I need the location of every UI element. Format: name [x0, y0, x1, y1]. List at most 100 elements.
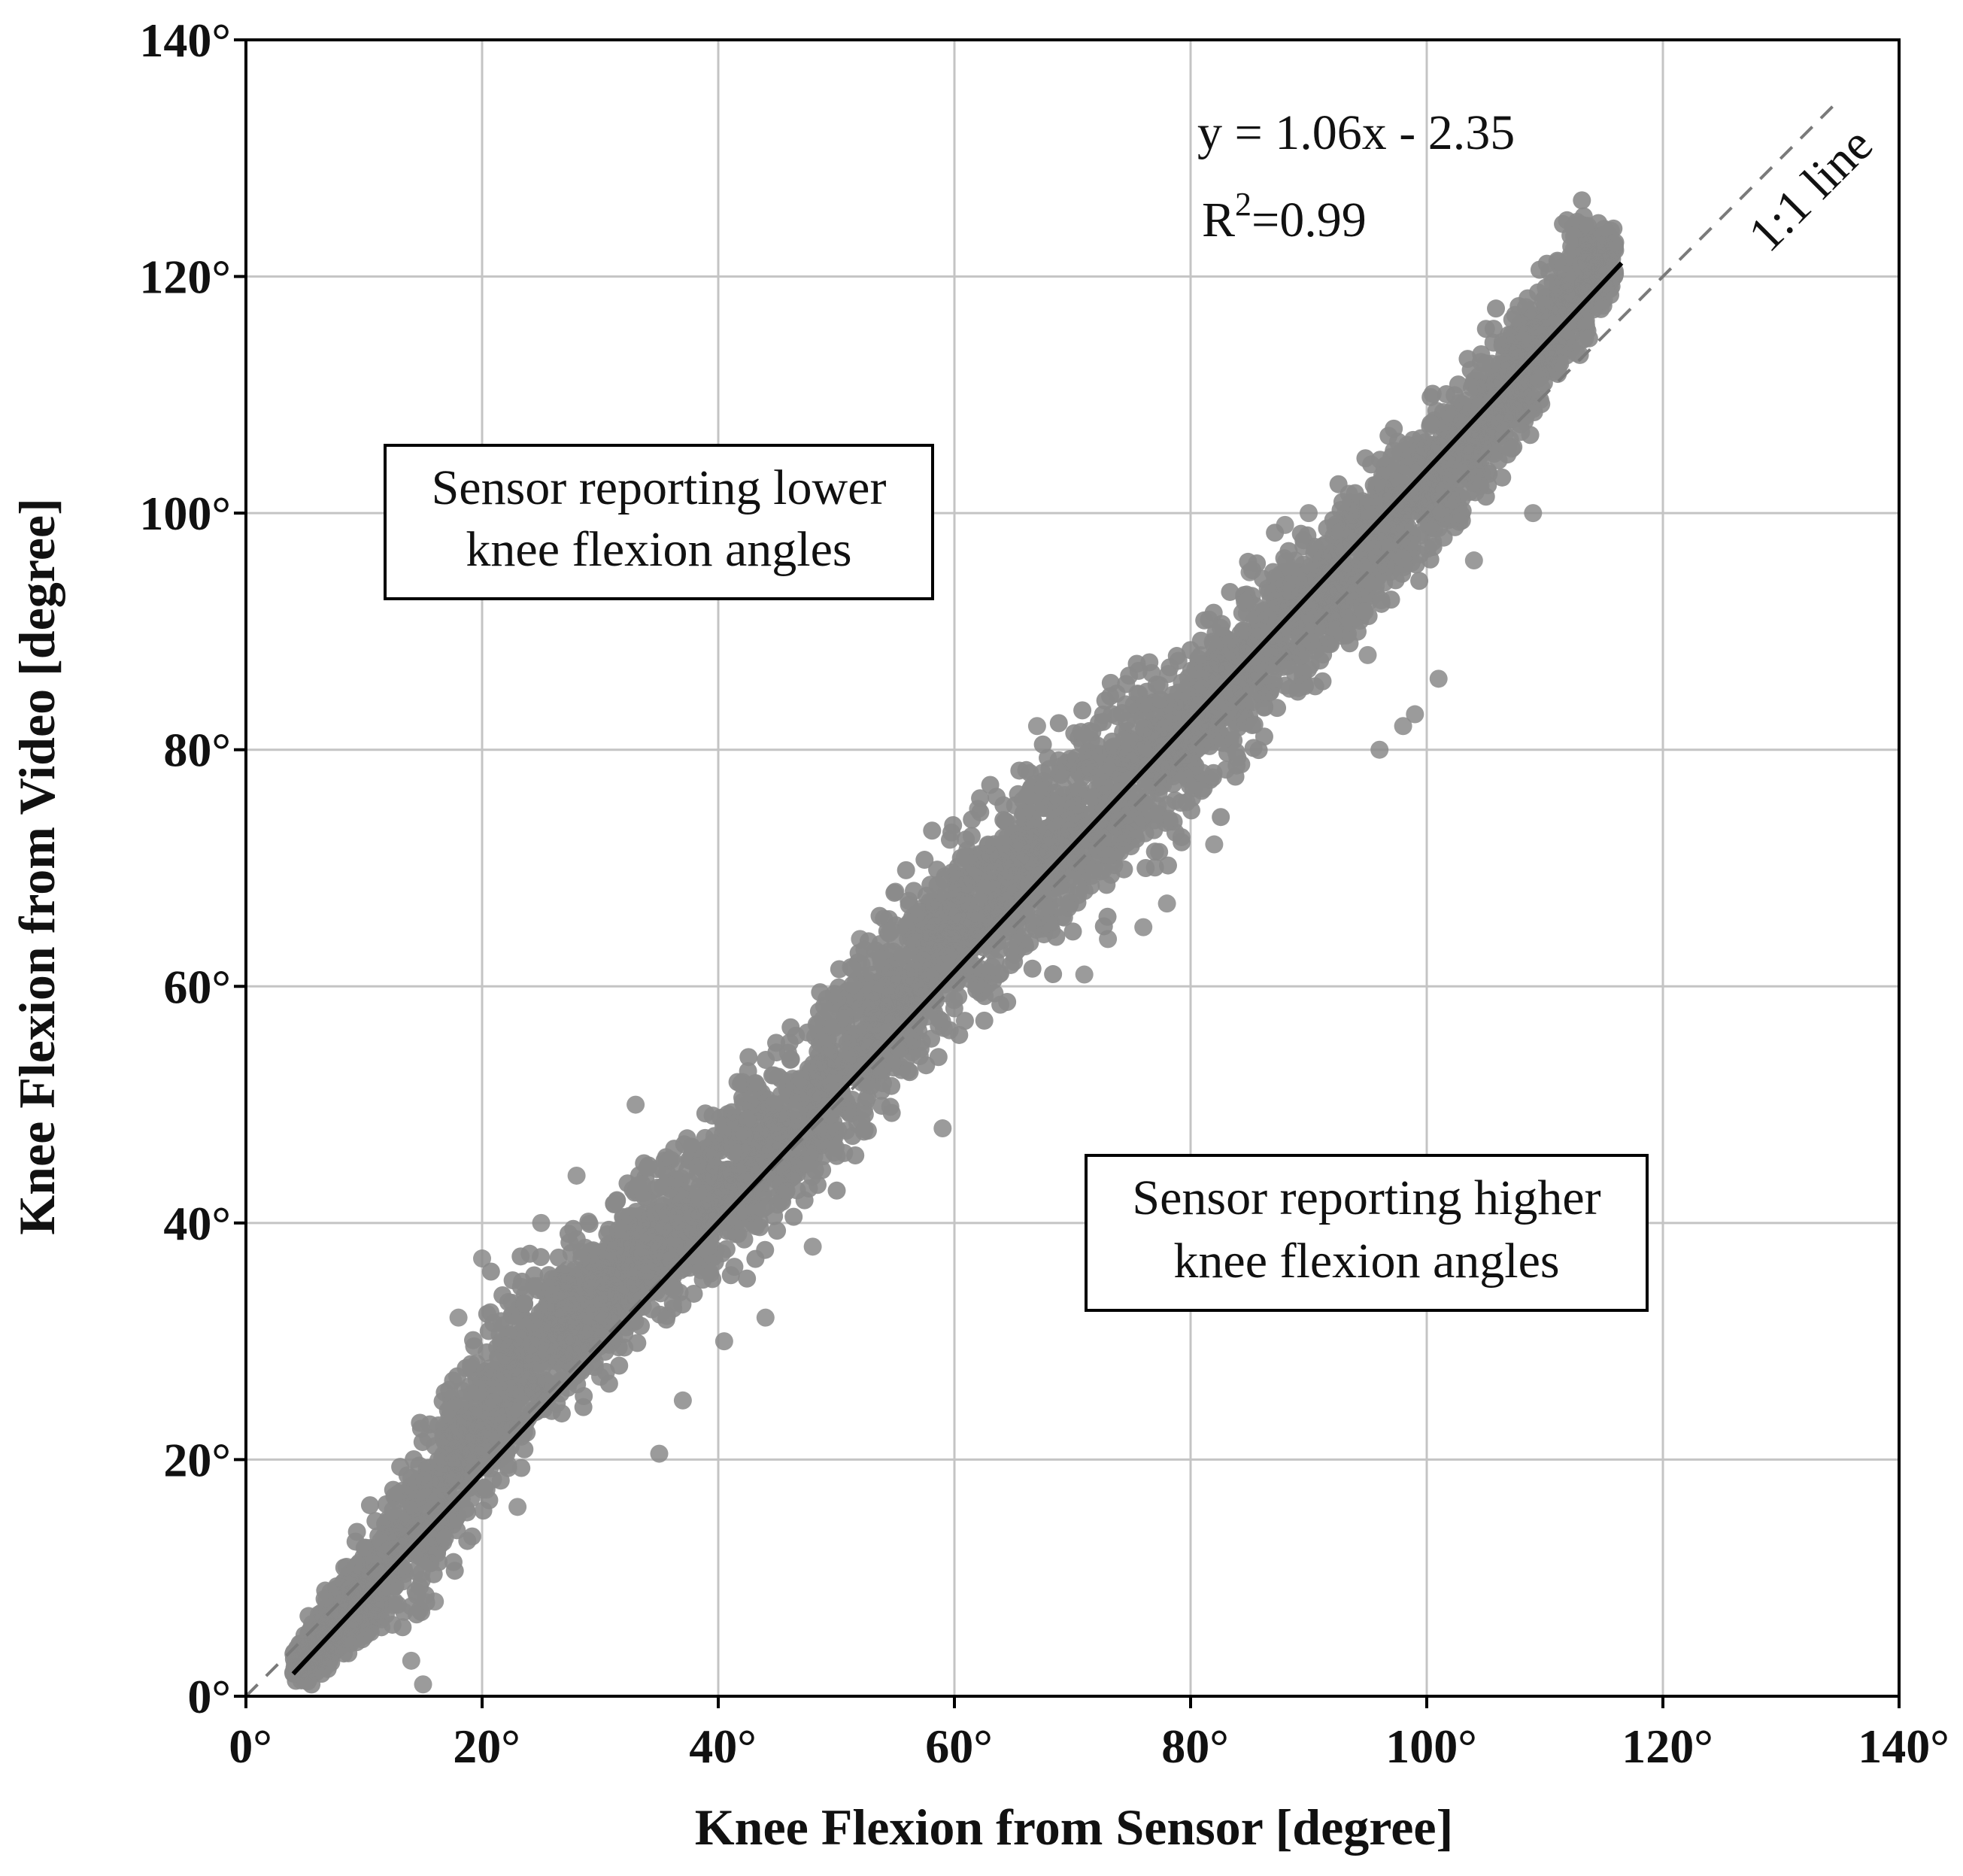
- data-point: [778, 1043, 797, 1062]
- data-point: [955, 1012, 974, 1031]
- data-point: [957, 896, 975, 915]
- data-point: [475, 1478, 493, 1497]
- data-point: [1462, 399, 1481, 418]
- data-point: [511, 1277, 530, 1296]
- data-point: [766, 1034, 785, 1052]
- data-point: [785, 1111, 804, 1130]
- data-point: [1440, 404, 1458, 423]
- data-point: [897, 861, 915, 879]
- data-point: [843, 959, 862, 978]
- data-point: [870, 906, 889, 925]
- data-point: [411, 1413, 429, 1432]
- data-point: [714, 1116, 733, 1135]
- data-point: [408, 1586, 426, 1604]
- data-point: [987, 788, 1006, 806]
- data-point: [1088, 736, 1106, 755]
- data-point: [1012, 836, 1031, 855]
- data-point: [1504, 397, 1523, 416]
- data-point: [458, 1503, 477, 1522]
- data-point: [1181, 641, 1200, 660]
- data-point: [1090, 713, 1109, 732]
- data-point: [520, 1244, 539, 1263]
- data-point: [1049, 790, 1068, 809]
- data-point: [1336, 570, 1355, 589]
- data-point: [796, 1154, 815, 1173]
- data-point: [998, 993, 1017, 1012]
- data-point: [1132, 698, 1151, 717]
- data-point: [906, 932, 925, 951]
- data-point: [635, 1154, 654, 1173]
- data-point: [729, 1143, 748, 1162]
- data-point: [462, 1443, 481, 1462]
- data-point: [1096, 691, 1115, 710]
- data-point: [739, 1048, 758, 1067]
- data-point: [1049, 714, 1068, 733]
- data-point: [559, 1225, 578, 1243]
- data-point: [360, 1496, 379, 1515]
- data-point: [491, 1471, 510, 1490]
- data-point: [944, 816, 963, 835]
- data-point: [1164, 704, 1183, 723]
- data-point: [1479, 476, 1497, 495]
- data-point: [735, 1230, 754, 1249]
- data-point: [1017, 760, 1036, 779]
- data-point: [1484, 333, 1503, 352]
- data-point: [372, 1618, 391, 1637]
- data-point: [451, 1396, 470, 1415]
- data-point: [1342, 506, 1361, 525]
- data-point: [1090, 803, 1109, 822]
- data-point: [982, 936, 1001, 955]
- data-point: [1419, 517, 1438, 536]
- data-point: [1380, 463, 1399, 481]
- data-point: [1437, 385, 1455, 404]
- data-point: [1356, 449, 1375, 468]
- data-point: [928, 861, 947, 879]
- data-point: [830, 960, 848, 979]
- data-point: [997, 868, 1015, 887]
- data-point: [985, 899, 1003, 918]
- data-point: [1227, 742, 1245, 761]
- data-point: [915, 851, 934, 870]
- data-point: [1503, 310, 1522, 329]
- data-point: [595, 1274, 614, 1293]
- data-point: [843, 976, 862, 994]
- data-point: [1484, 320, 1503, 338]
- data-point: [1322, 595, 1341, 614]
- data-point: [632, 1316, 651, 1335]
- data-point: [542, 1315, 561, 1334]
- data-point: [1591, 299, 1610, 318]
- data-point: [1118, 824, 1136, 843]
- data-point: [1338, 609, 1357, 627]
- data-point: [1489, 451, 1508, 470]
- data-point: [1476, 393, 1494, 411]
- data-point: [1203, 704, 1221, 723]
- data-point: [1039, 748, 1057, 767]
- data-point: [861, 1021, 880, 1040]
- data-point: [768, 1222, 787, 1240]
- data-point: [407, 1605, 426, 1624]
- data-point: [962, 827, 981, 845]
- data-point: [1079, 816, 1097, 835]
- data-point: [975, 1011, 994, 1030]
- data-point: [882, 1076, 901, 1095]
- data-point: [840, 1055, 859, 1074]
- scatter-points: [284, 191, 1625, 1694]
- data-point: [1100, 846, 1118, 865]
- data-point: [1531, 364, 1550, 383]
- data-point: [1169, 651, 1188, 670]
- data-point: [853, 1073, 872, 1092]
- data-point: [905, 882, 924, 900]
- data-point: [1118, 806, 1137, 824]
- data-point: [763, 1066, 781, 1085]
- data-point: [1023, 959, 1042, 978]
- data-point: [1554, 214, 1573, 233]
- data-point: [384, 1501, 402, 1519]
- data-point: [657, 1310, 675, 1329]
- data-point: [900, 895, 918, 914]
- data-point: [872, 1097, 891, 1116]
- data-point: [525, 1266, 544, 1285]
- data-point: [1367, 475, 1386, 494]
- data-point: [1381, 563, 1400, 581]
- data-point: [516, 1317, 535, 1336]
- data-point: [1034, 798, 1053, 817]
